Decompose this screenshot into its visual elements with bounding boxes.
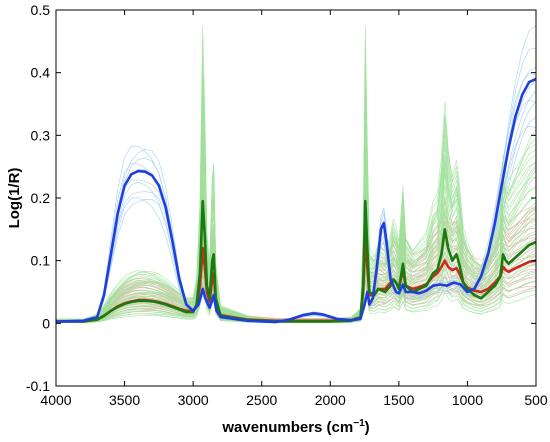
y-tick-label: 0.5 — [31, 2, 51, 18]
y-axis: -0.1 0 0.1 0.2 0.3 0.4 0.5 — [26, 2, 536, 394]
x-axis: 4000 3500 3000 2500 2000 1500 1000 500 — [40, 10, 548, 408]
spectrum-line-green — [56, 215, 536, 322]
y-tick-label: 0.4 — [31, 65, 51, 81]
y-tick-label: 0.2 — [31, 190, 51, 206]
spectrum-line-green — [56, 25, 536, 320]
y-axis-label: Log(1/R) — [6, 168, 23, 229]
x-tick-label: 4000 — [40, 392, 71, 408]
individual-spectra — [56, 25, 536, 324]
x-tick-label: 500 — [524, 392, 548, 408]
x-tick-label: 2000 — [315, 392, 346, 408]
x-tick-label: 1000 — [452, 392, 483, 408]
x-axis-label-end: ) — [365, 419, 370, 436]
y-tick-label: 0.1 — [31, 253, 51, 269]
mean-spectrum-blue — [56, 77, 536, 324]
y-tick-label: 0.3 — [31, 127, 51, 143]
y-tick-label: -0.1 — [26, 378, 50, 394]
x-tick-label: 2500 — [246, 392, 277, 408]
x-tick-label: 1500 — [383, 392, 414, 408]
x-axis-label: wavenumbers (cm−1) — [221, 418, 369, 436]
x-tick-label: 3000 — [178, 392, 209, 408]
mean-spectra — [56, 77, 536, 324]
x-axis-label-main: wavenumbers (cm — [221, 419, 353, 436]
x-tick-label: 3500 — [109, 392, 140, 408]
x-axis-label-superscript: −1 — [353, 418, 365, 429]
spectrum-line-green — [56, 64, 536, 320]
y-tick-label: 0 — [42, 315, 50, 331]
